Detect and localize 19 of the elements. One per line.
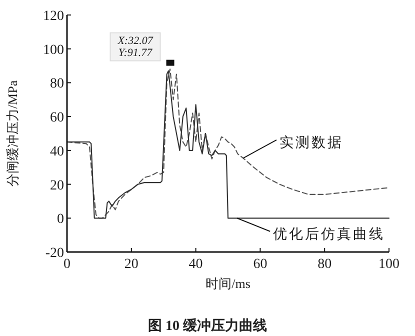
x-tick-label: 20 — [124, 257, 138, 272]
x-tick-label: 60 — [253, 257, 268, 272]
y-tick-label: 100 — [43, 42, 64, 58]
annotation: X:32.07 Y:91.77 — [116, 34, 154, 59]
y-axis-title: 分闸缓冲压力/MPa — [5, 80, 20, 187]
y-tick-label: -20 — [45, 246, 64, 261]
y-tick-label: 20 — [50, 178, 64, 194]
y-tick-label: 120 — [43, 9, 64, 24]
y-tick-label: 60 — [50, 110, 64, 126]
y-tick-label: 0 — [57, 212, 64, 228]
y-tick-label: 40 — [50, 144, 64, 160]
x-tick-label: 80 — [318, 257, 332, 272]
series-label: 优化后仿真曲线 — [273, 226, 386, 242]
text: 图 10 缓冲压力曲线 — [148, 318, 267, 334]
y-tick-label: 80 — [50, 76, 64, 92]
x-tick-label: 40 — [188, 257, 203, 272]
text: 实测数据 — [280, 134, 344, 151]
x-axis-title: 时间/ms — [206, 276, 250, 291]
x-tick-label: 100 — [378, 257, 400, 272]
